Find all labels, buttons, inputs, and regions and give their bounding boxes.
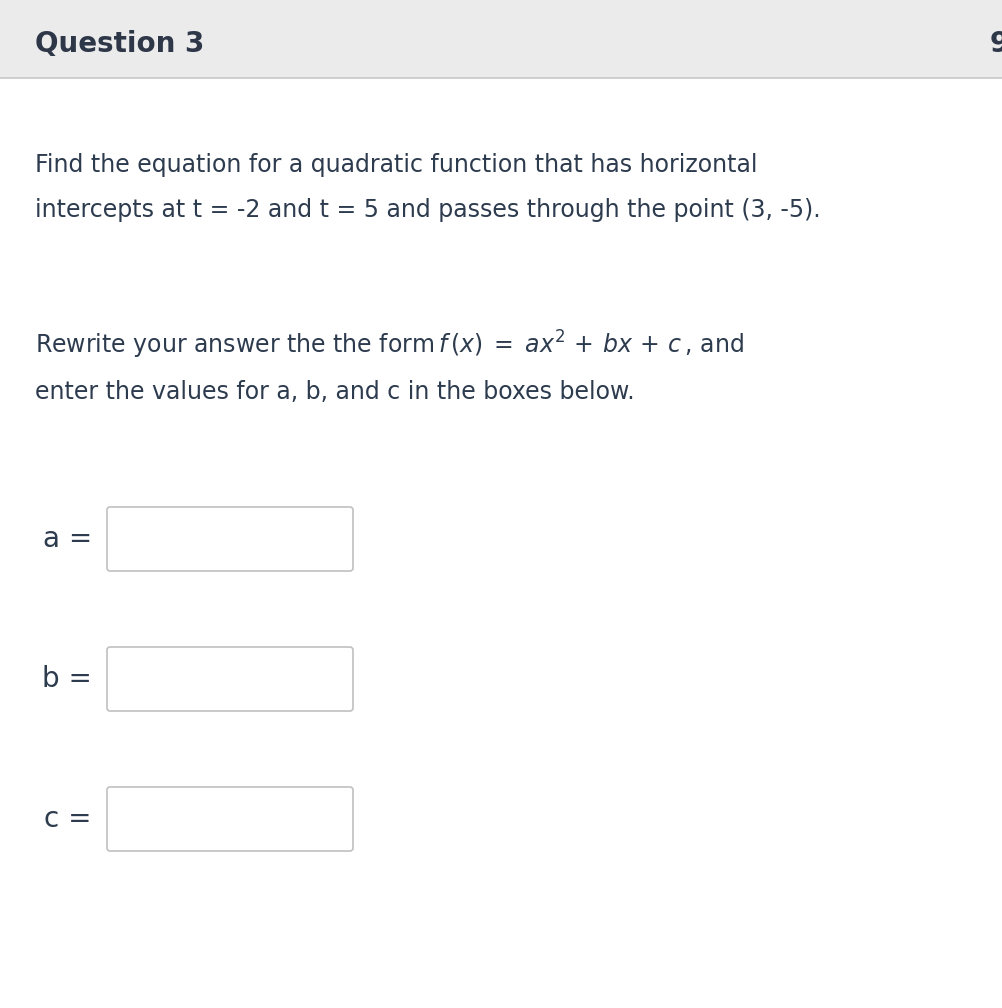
Text: 9 p: 9 p [990,30,1002,58]
Text: a =: a = [43,525,92,553]
Bar [0,0,1002,78]
Text: enter the values for a, b, and c in the boxes below.: enter the values for a, b, and c in the … [35,380,634,404]
Text: Rewrite your answer the the form$\,f\,(x)\;=\;ax^2\,+\,bx\,+\,c\,$, and: Rewrite your answer the the form$\,f\,(x… [35,329,743,361]
Text: Find the equation for a quadratic function that has horizontal: Find the equation for a quadratic functi… [35,153,758,177]
FancyBboxPatch shape [107,787,353,851]
Text: c =: c = [44,805,92,833]
FancyBboxPatch shape [107,507,353,571]
Text: Question 3: Question 3 [35,30,204,58]
FancyBboxPatch shape [107,647,353,711]
Text: b =: b = [42,665,92,694]
Text: intercepts at t = -2 and t = 5 and passes through the point (3, -5).: intercepts at t = -2 and t = 5 and passe… [35,198,821,222]
